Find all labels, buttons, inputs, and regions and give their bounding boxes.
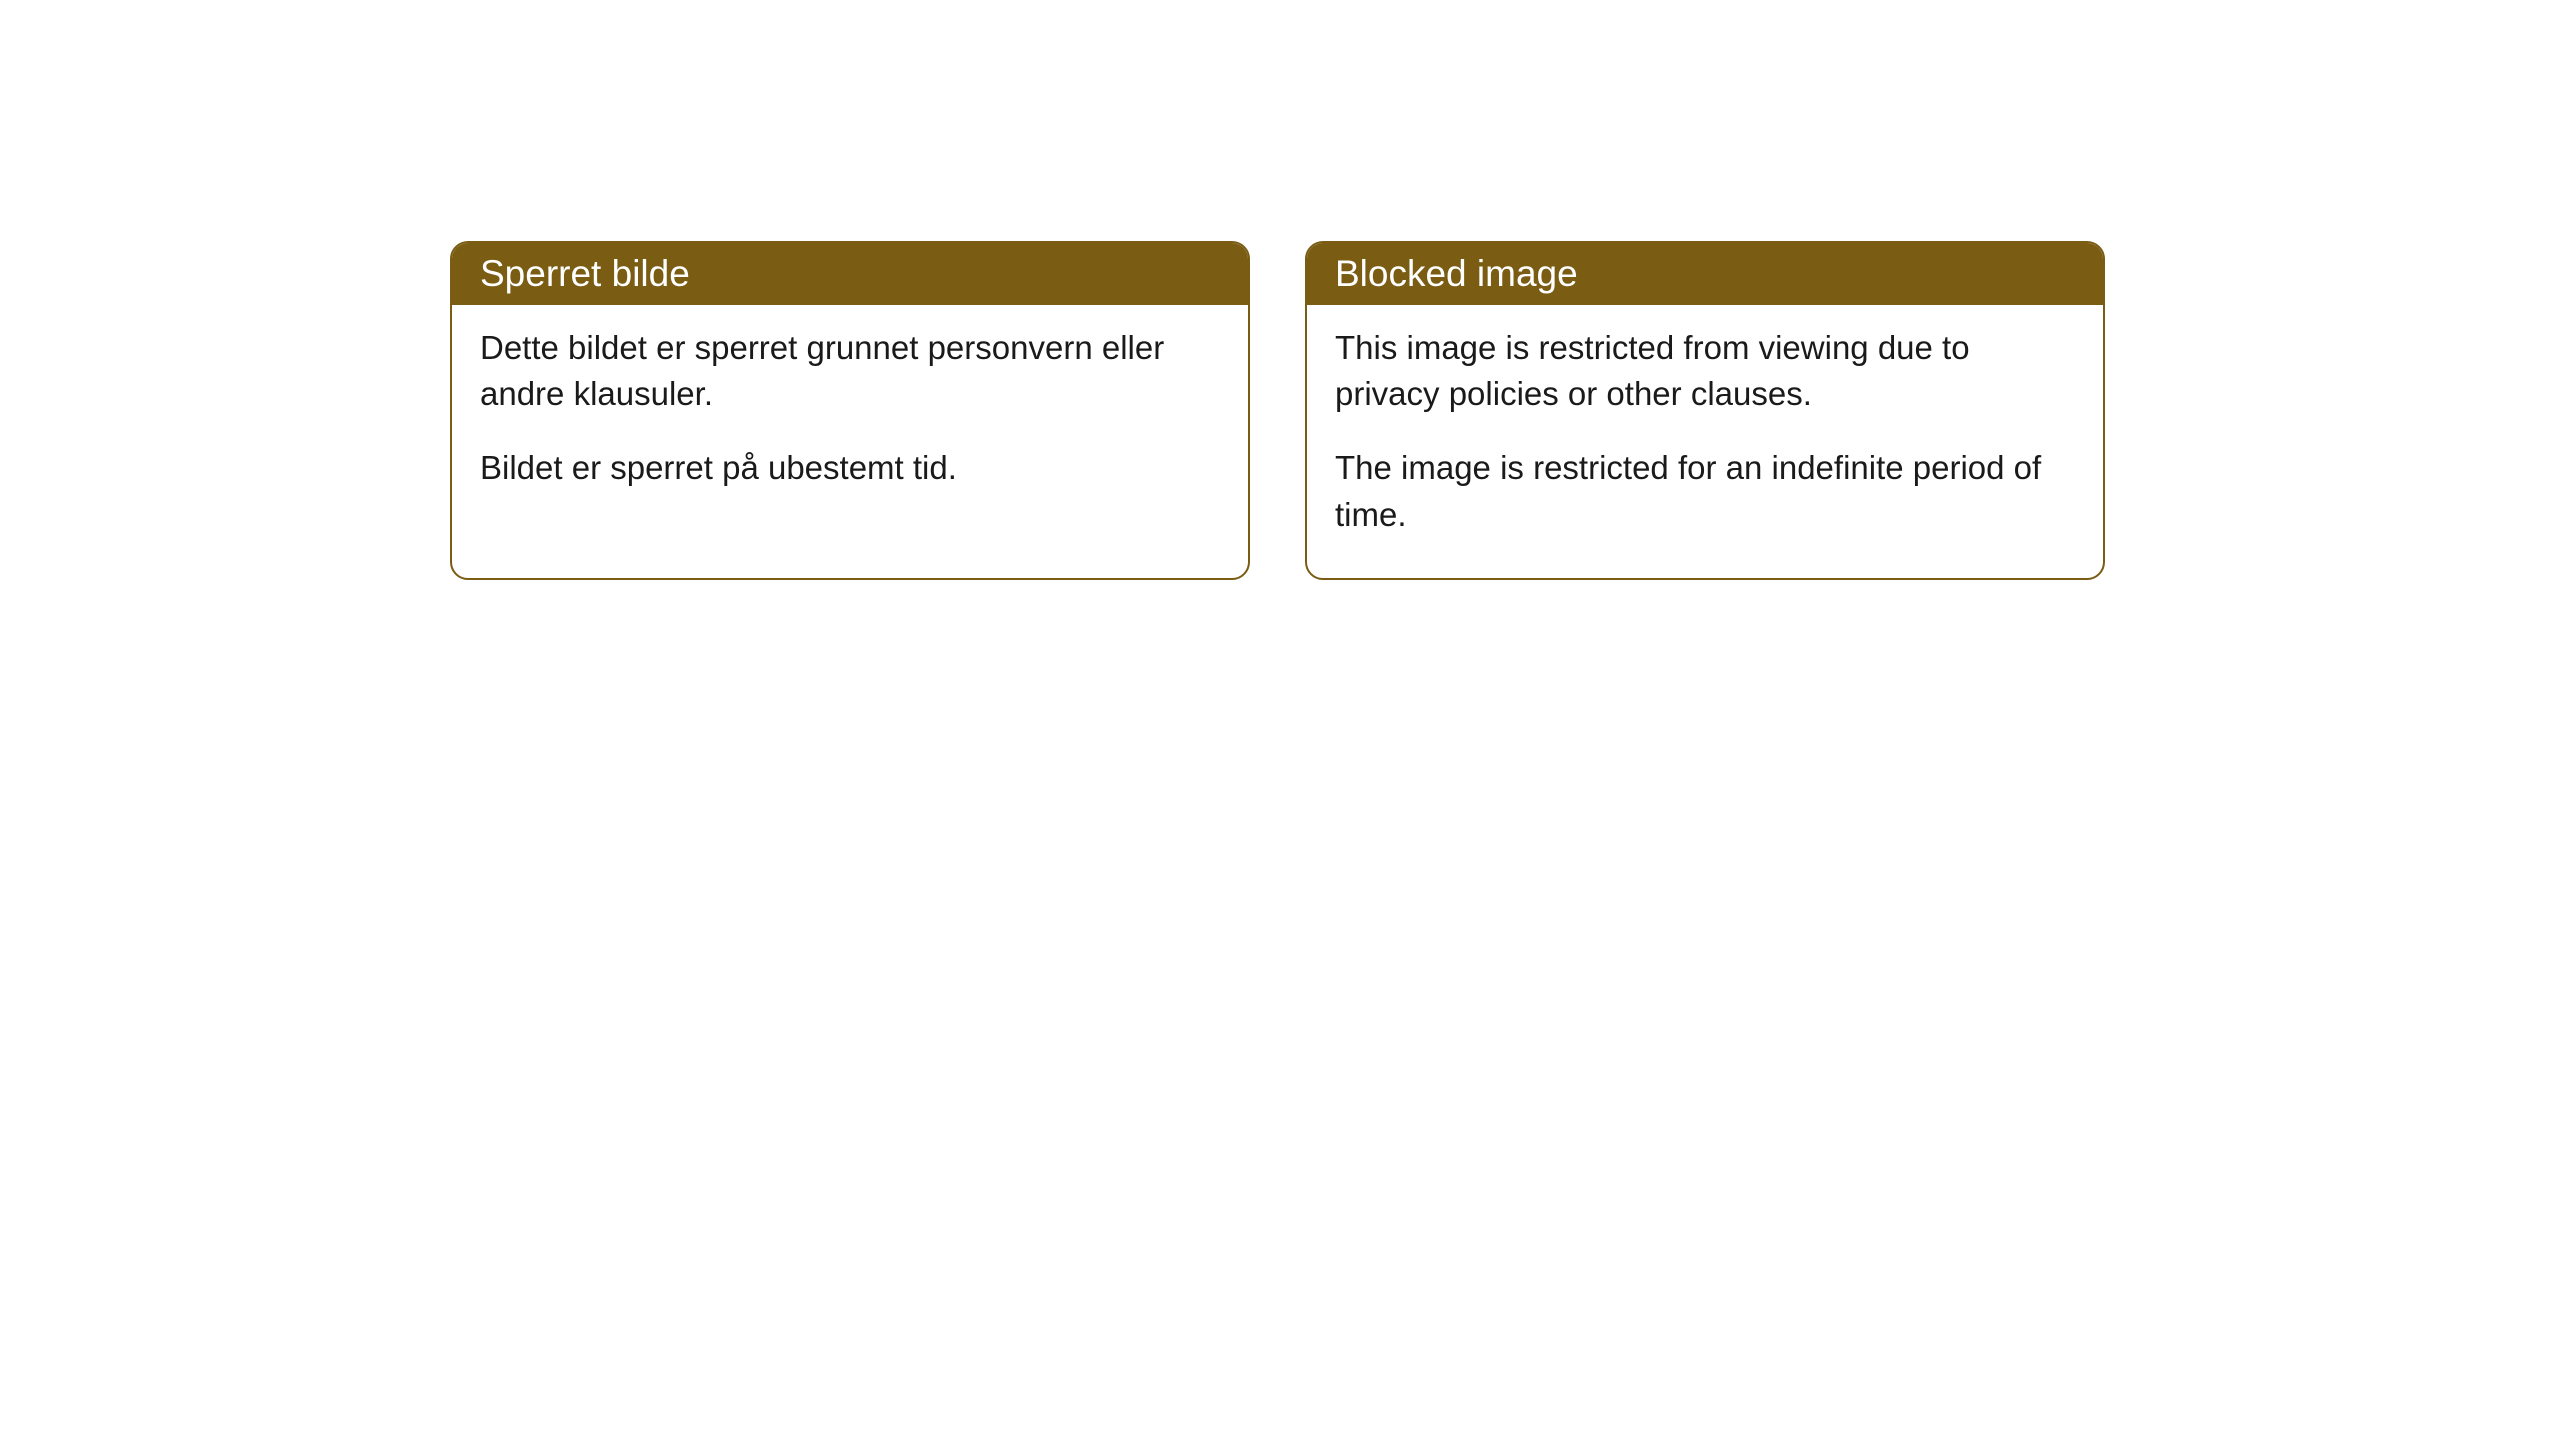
card-body: This image is restricted from viewing du… [1307,305,2103,578]
notice-card-norwegian: Sperret bilde Dette bildet er sperret gr… [450,241,1250,580]
notice-cards-container: Sperret bilde Dette bildet er sperret gr… [450,241,2105,580]
card-body: Dette bildet er sperret grunnet personve… [452,305,1248,532]
card-paragraph: This image is restricted from viewing du… [1335,325,2075,417]
card-paragraph: Dette bildet er sperret grunnet personve… [480,325,1220,417]
card-header: Blocked image [1307,243,2103,305]
card-paragraph: The image is restricted for an indefinit… [1335,445,2075,537]
card-header: Sperret bilde [452,243,1248,305]
notice-card-english: Blocked image This image is restricted f… [1305,241,2105,580]
card-title: Sperret bilde [480,253,690,294]
card-paragraph: Bildet er sperret på ubestemt tid. [480,445,1220,491]
card-title: Blocked image [1335,253,1578,294]
